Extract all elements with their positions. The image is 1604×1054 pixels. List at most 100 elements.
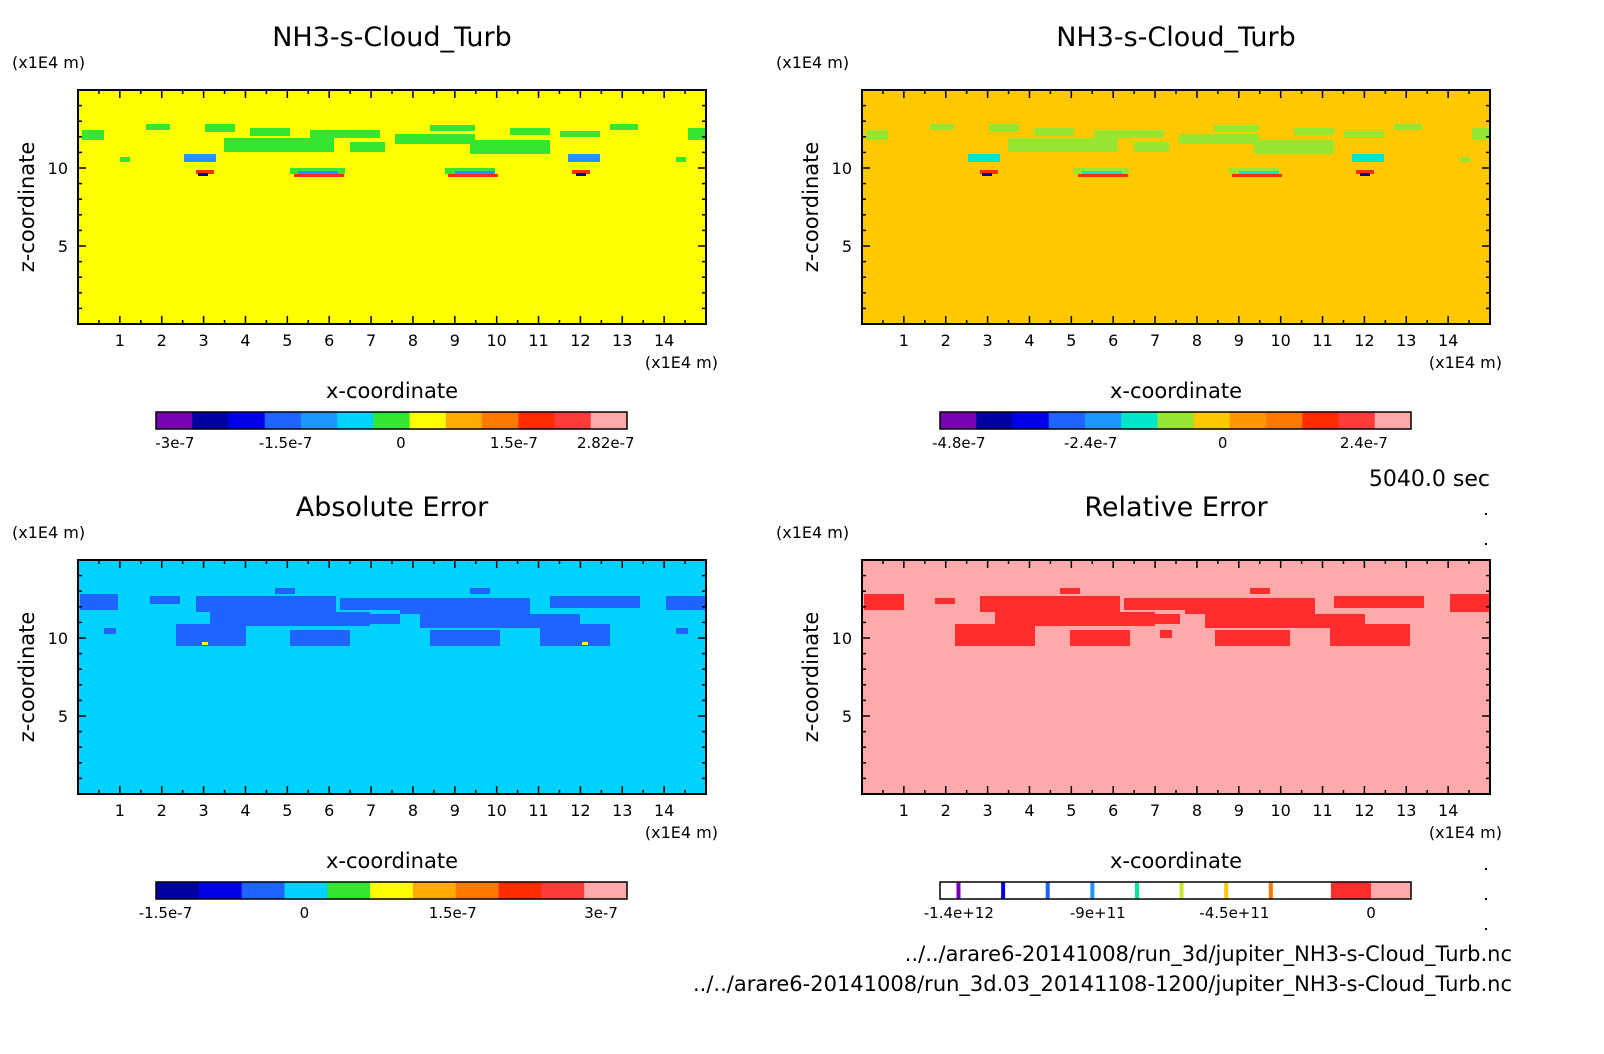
colorbar-swatch xyxy=(1012,412,1050,429)
x-tick-label: 13 xyxy=(1396,331,1416,350)
x-tick-label: 6 xyxy=(324,801,334,820)
x-tick-label: 8 xyxy=(1192,801,1202,820)
colorbar-swatch xyxy=(228,412,266,429)
colorbar-swatch xyxy=(1330,882,1372,899)
colorbar-swatch xyxy=(156,412,193,429)
x-tick-label: 12 xyxy=(1354,801,1374,820)
colorbar-frame xyxy=(155,881,628,900)
x-tick-label: 11 xyxy=(528,331,548,350)
colorbar-swatch xyxy=(455,882,500,899)
colorbar-label: 2.82e-7 xyxy=(577,434,635,452)
y-tick-label: 10 xyxy=(48,629,68,648)
colorbar-label: -1.5e-7 xyxy=(259,434,312,452)
colorbar-frame xyxy=(155,411,628,430)
plot-area xyxy=(78,560,706,794)
y-unit-label: (x1E4 m) xyxy=(776,523,849,542)
colorbar-swatch xyxy=(554,412,592,429)
colorbar-stripe xyxy=(1001,882,1006,899)
colorbar-swatch xyxy=(409,412,447,429)
x-tick-label: 4 xyxy=(240,331,250,350)
plot-area xyxy=(78,90,706,324)
y-axis-label: z-coordinate xyxy=(799,612,823,743)
x-unit-label: (x1E4 m) xyxy=(1429,353,1502,372)
colorbar: -3e-7 -1.5e-7 0 1.5e-7 2.82e-7 xyxy=(155,411,635,452)
colorbar-swatch xyxy=(264,412,302,429)
x-tick-label: 3 xyxy=(199,801,209,820)
colorbar-swatch xyxy=(337,412,374,429)
colorbar-swatch xyxy=(584,882,628,899)
x-tick-label: 13 xyxy=(612,331,632,350)
panel-top-right: NH3-s-Cloud_Turb (x1E4 m) xyxy=(776,22,1502,452)
y-axis-label: z-coordinate xyxy=(799,142,823,273)
colorbar-swatch xyxy=(1370,882,1412,899)
colorbar: -4.8e-7 -2.4e-7 0 2.4e-7 xyxy=(932,411,1412,452)
x-tick-label: 1 xyxy=(115,801,125,820)
colorbar-stripe xyxy=(1134,882,1139,899)
colorbar-swatch xyxy=(370,882,414,899)
colorbar-label: 3e-7 xyxy=(584,904,618,922)
colorbar-swatch xyxy=(1338,412,1376,429)
colorbar-frame xyxy=(939,411,1412,430)
colorbar-swatch xyxy=(373,412,411,429)
x-tick-label: 9 xyxy=(1234,331,1244,350)
colorbar-label: -1.5e-7 xyxy=(139,904,192,922)
colorbar-swatch xyxy=(1121,412,1158,429)
y-axis-label: z-coordinate xyxy=(15,612,39,743)
panel-bottom-left: Absolute Error (x1E4 m) xyxy=(12,492,718,922)
x-tick-label: 14 xyxy=(1438,331,1458,350)
colorbar-label: -1.4e+12 xyxy=(924,904,994,922)
colorbar-swatch xyxy=(482,412,519,429)
colorbar-swatch xyxy=(541,882,585,899)
panel-top-left: NH3-s-Cloud_Turb (x1E4 m) xyxy=(12,22,718,452)
file-path-2: ../../arare6-20141008/run_3d.03_20141108… xyxy=(692,972,1512,996)
x-tick-label: 8 xyxy=(1192,331,1202,350)
plot-area xyxy=(862,90,1490,324)
y-tick-label: 10 xyxy=(832,159,852,178)
x-tick-label: 8 xyxy=(408,331,418,350)
y-tick-label: 5 xyxy=(842,707,852,726)
colorbar-label: 0 xyxy=(396,434,406,452)
x-tick-label: 6 xyxy=(1108,801,1118,820)
colorbar-label: -2.4e-7 xyxy=(1064,434,1117,452)
panel-title: NH3-s-Cloud_Turb xyxy=(1056,22,1296,53)
x-tick-label: 10 xyxy=(486,331,506,350)
x-tick-label: 9 xyxy=(450,331,460,350)
colorbar-label: -9e+11 xyxy=(1070,904,1126,922)
panel-title: NH3-s-Cloud_Turb xyxy=(272,22,512,53)
x-unit-label: (x1E4 m) xyxy=(1429,823,1502,842)
x-tick-label: 3 xyxy=(199,331,209,350)
x-tick-label: 10 xyxy=(486,801,506,820)
y-unit-label: (x1E4 m) xyxy=(12,523,85,542)
colorbar-label: -4.8e-7 xyxy=(932,434,985,452)
colorbar-swatch xyxy=(327,882,371,899)
x-tick-label: 13 xyxy=(612,801,632,820)
colorbar-swatch xyxy=(1048,412,1086,429)
colorbar-swatch xyxy=(940,412,977,429)
colorbar-stripe xyxy=(1090,882,1095,899)
colorbar-label: 0 xyxy=(1218,434,1228,452)
x-tick-label: 3 xyxy=(983,331,993,350)
colorbar-body xyxy=(940,882,1411,899)
colorbar-stripe xyxy=(1224,882,1229,899)
x-tick-label: 5 xyxy=(1066,331,1076,350)
x-axis-label: x-coordinate xyxy=(1110,849,1242,873)
colorbar: -1.5e-7 0 1.5e-7 3e-7 xyxy=(139,881,628,922)
x-tick-label: 7 xyxy=(1150,801,1160,820)
file-path-1: ../../arare6-20141008/run_3d/jupiter_NH3… xyxy=(904,942,1512,966)
colorbar-swatch xyxy=(192,412,229,429)
colorbar-label: 0 xyxy=(1366,904,1376,922)
colorbar-swatch xyxy=(156,882,200,899)
colorbar-stripe xyxy=(1268,882,1273,899)
x-tick-label: 6 xyxy=(324,331,334,350)
x-tick-label: 10 xyxy=(1270,801,1290,820)
colorbar-swatch xyxy=(1266,412,1303,429)
x-tick-label: 5 xyxy=(1066,801,1076,820)
time-label: 5040.0 sec xyxy=(1369,467,1490,492)
x-axis-label: x-coordinate xyxy=(326,379,458,403)
colorbar-label: 1.5e-7 xyxy=(429,904,477,922)
colorbar-label: -3e-7 xyxy=(155,434,194,452)
x-tick-label: 8 xyxy=(408,801,418,820)
x-tick-label: 1 xyxy=(899,331,909,350)
x-tick-label: 5 xyxy=(282,801,292,820)
y-unit-label: (x1E4 m) xyxy=(776,53,849,72)
